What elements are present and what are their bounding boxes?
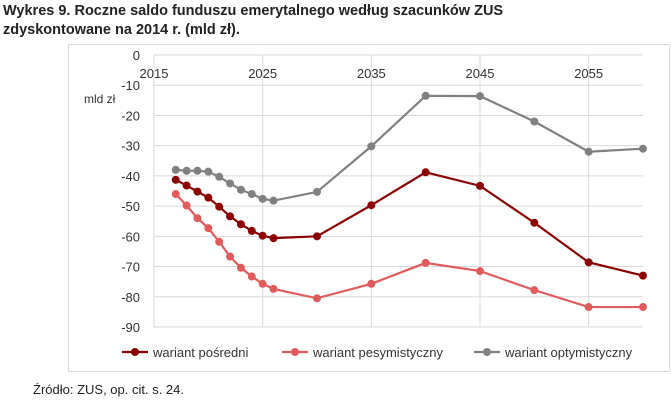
- y-tick-label: -20: [121, 108, 140, 123]
- legend-item: wariant pośredni: [122, 345, 248, 360]
- y-tick-label: -10: [121, 78, 140, 93]
- data-point: [269, 234, 278, 243]
- legend-marker: [291, 348, 299, 356]
- data-point: [584, 258, 593, 267]
- data-point: [476, 92, 484, 101]
- data-point: [193, 187, 202, 196]
- data-point: [258, 231, 267, 240]
- y-tick-label: -50: [121, 199, 140, 214]
- data-point: [236, 185, 245, 194]
- y-tick-label: -40: [121, 169, 140, 184]
- legend-item: wariant pesymistyczny: [282, 345, 444, 360]
- data-point: [182, 166, 191, 175]
- chart-title-line-2: zdyskontowane na 2014 r. (mld zł).: [3, 22, 240, 38]
- data-point: [247, 226, 256, 235]
- data-point: [226, 212, 235, 221]
- data-point: [639, 271, 647, 280]
- series-1: [171, 190, 647, 312]
- y-tick-label: -60: [121, 229, 140, 244]
- y-axis-label: mld zł: [84, 92, 116, 106]
- legend-item: wariant optymistyczny: [474, 345, 633, 360]
- chart-title-line-1: Wykres 9. Roczne saldo funduszu emerytal…: [3, 3, 504, 19]
- data-point: [313, 187, 321, 196]
- data-point: [215, 202, 224, 211]
- series-line: [175, 94, 644, 202]
- data-point: [530, 117, 539, 126]
- data-point: [204, 167, 213, 176]
- legend-label: wariant optymistyczny: [504, 345, 633, 360]
- data-point: [639, 144, 647, 153]
- data-point: [639, 303, 647, 312]
- legend-label: wariant pesymistyczny: [312, 345, 444, 360]
- data-point: [236, 220, 245, 229]
- data-point: [204, 224, 213, 233]
- chart-title: Wykres 9. Roczne saldo funduszu emerytal…: [3, 2, 503, 40]
- data-point: [215, 172, 224, 181]
- data-point: [171, 175, 180, 184]
- data-point: [269, 196, 278, 205]
- source-note: Źródło: ZUS, op. cit. s. 24.: [33, 382, 184, 397]
- series-0: [171, 168, 647, 280]
- legend-marker: [483, 348, 491, 356]
- data-point: [247, 190, 256, 199]
- data-point: [584, 303, 593, 312]
- data-point: [247, 272, 256, 281]
- y-tick-label: -90: [121, 320, 140, 335]
- data-point: [193, 166, 202, 175]
- x-tick-label: 2035: [357, 66, 386, 81]
- data-point: [171, 190, 180, 199]
- x-tick-label: 2045: [466, 66, 495, 81]
- data-point: [236, 263, 245, 272]
- data-point: [226, 179, 235, 188]
- data-point: [530, 218, 539, 227]
- data-point: [367, 142, 376, 151]
- chart-frame: [68, 44, 670, 372]
- data-point: [367, 201, 376, 210]
- data-point: [313, 232, 321, 241]
- series-2: [171, 91, 647, 205]
- data-point: [584, 147, 593, 156]
- y-tick-label: 0: [133, 48, 140, 63]
- data-point: [258, 194, 267, 203]
- data-point: [182, 181, 191, 190]
- data-point: [421, 91, 430, 100]
- y-tick-label: -30: [121, 139, 140, 154]
- data-point: [258, 279, 267, 288]
- y-tick-label: -70: [121, 260, 140, 275]
- y-tick-label: -80: [121, 290, 140, 305]
- data-point: [171, 165, 180, 174]
- x-tick-label: 2055: [574, 66, 603, 81]
- data-point: [421, 168, 430, 177]
- data-point: [204, 193, 213, 202]
- data-point: [269, 284, 278, 293]
- data-point: [226, 252, 235, 261]
- legend-marker: [131, 348, 139, 356]
- data-point: [193, 214, 202, 223]
- data-point: [182, 201, 191, 210]
- legend-label: wariant pośredni: [152, 345, 248, 360]
- data-point: [530, 286, 539, 295]
- x-tick-label: 2015: [140, 66, 169, 81]
- data-point: [476, 267, 484, 276]
- data-point: [215, 237, 224, 246]
- x-tick-label: 2025: [248, 66, 277, 81]
- data-point: [367, 279, 376, 288]
- data-point: [476, 181, 484, 190]
- data-point: [421, 258, 430, 267]
- series-line: [175, 171, 644, 277]
- data-point: [313, 294, 321, 303]
